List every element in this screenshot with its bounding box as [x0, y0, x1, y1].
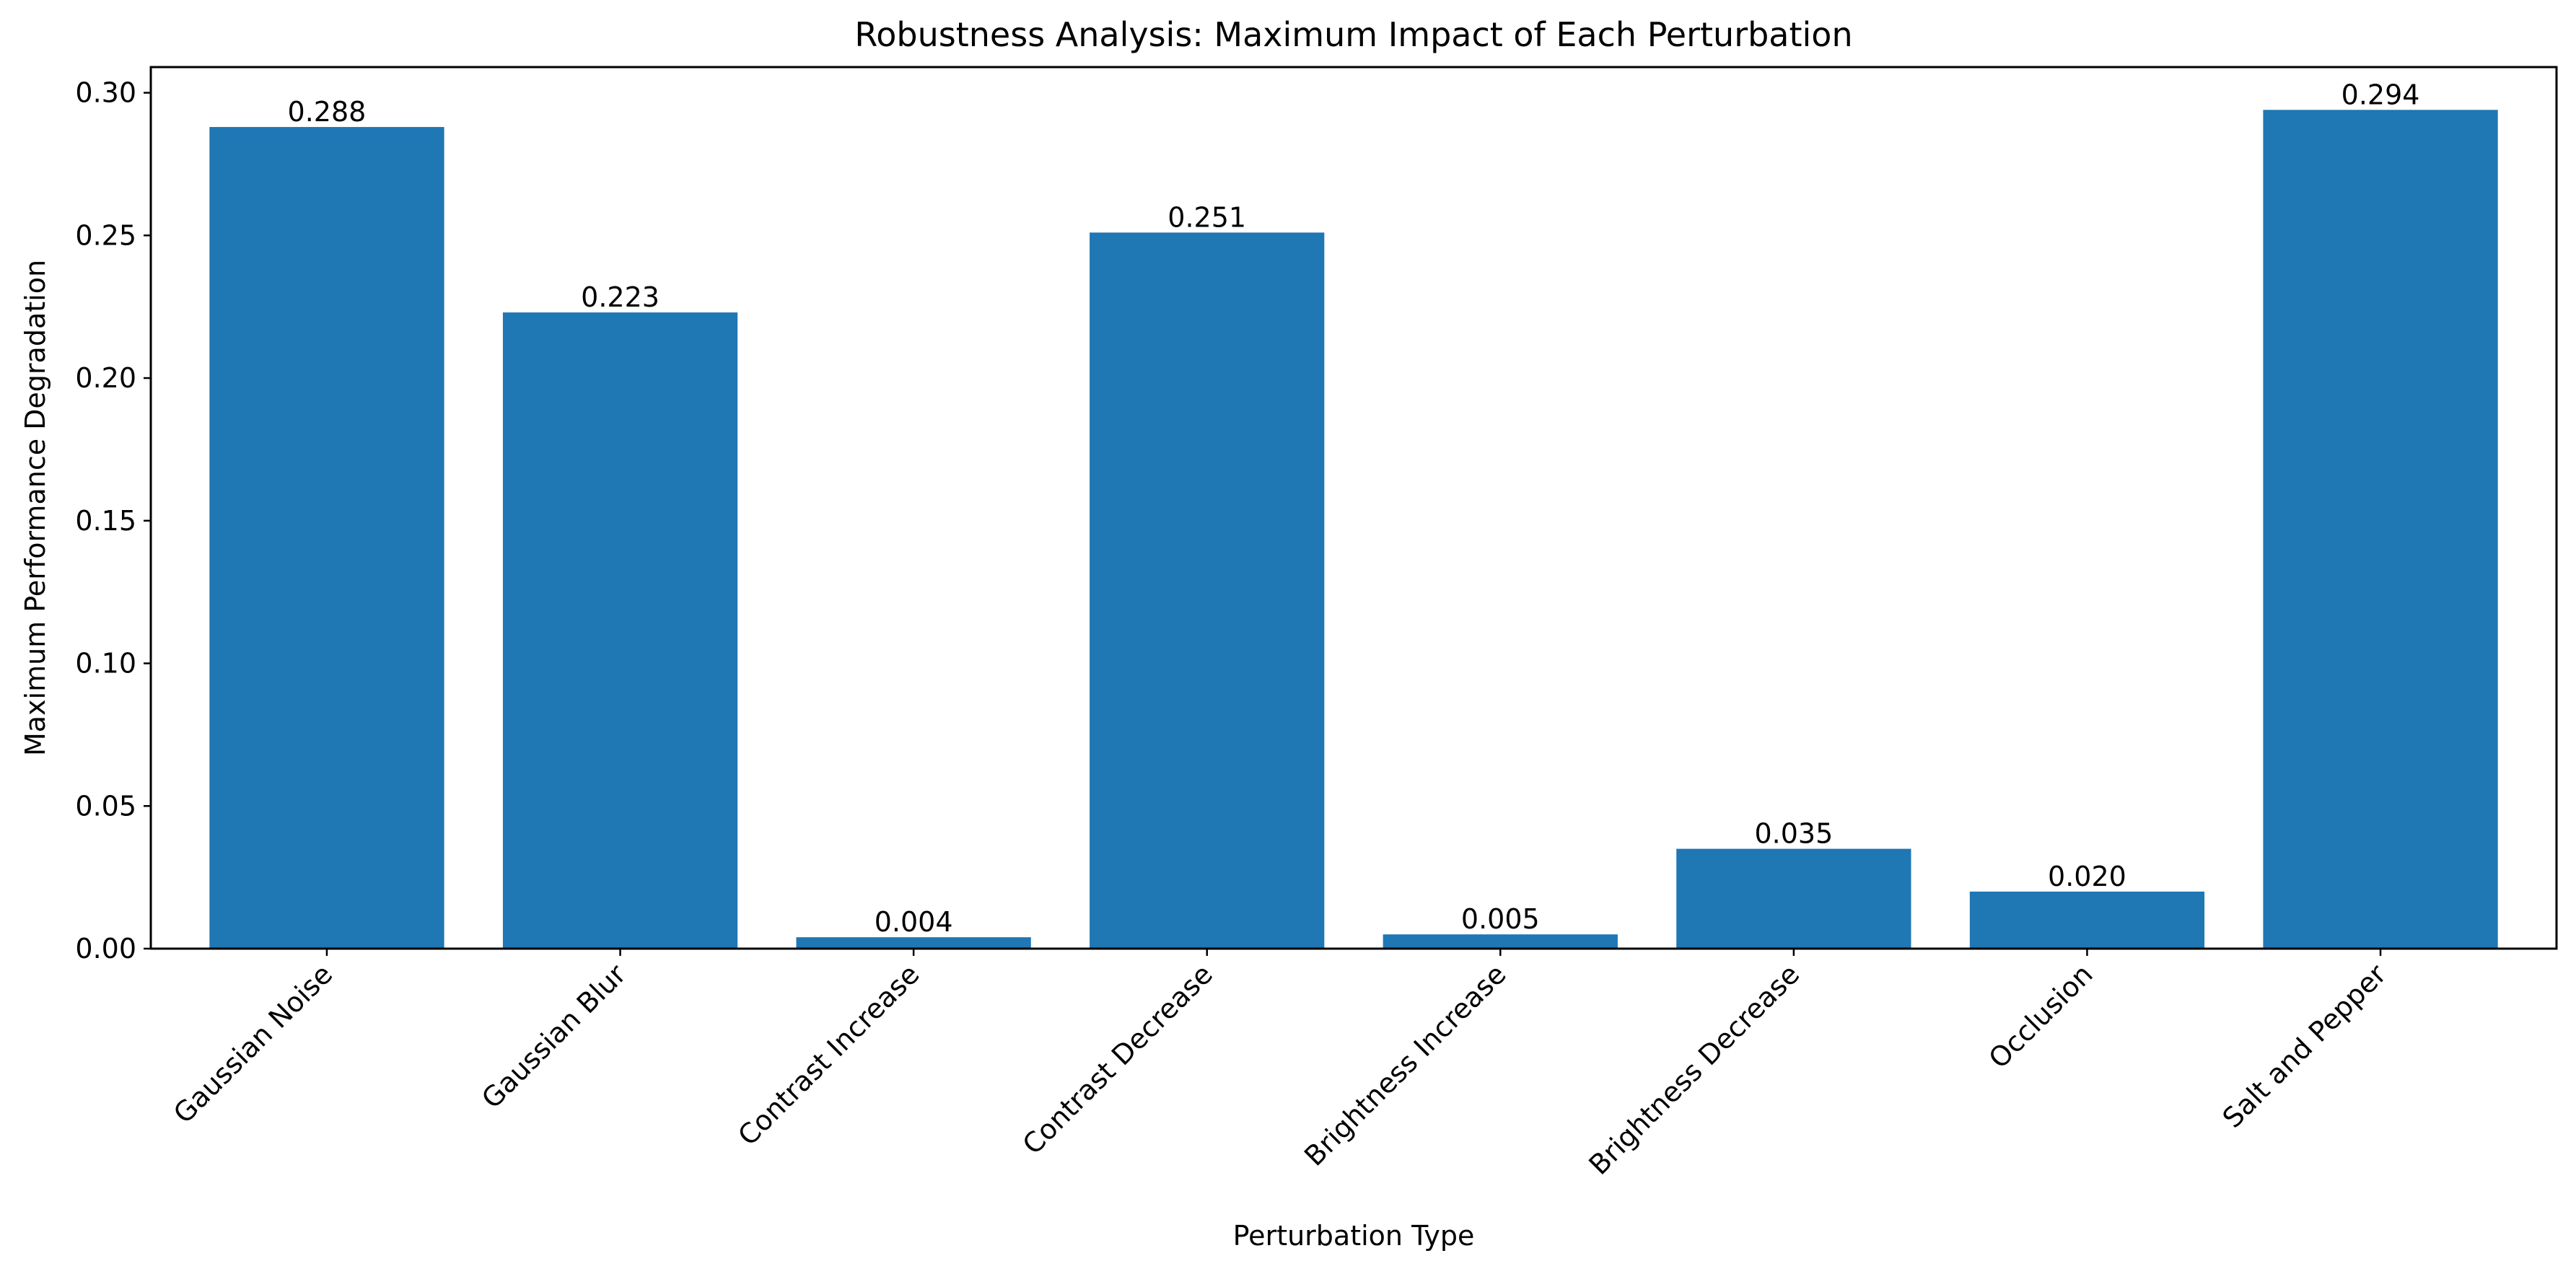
bar-6	[1969, 891, 2205, 949]
y-axis-ticks: 0.00 0.05 0.10 0.15 0.20 0.25 0.30	[75, 77, 151, 965]
bar-2	[796, 937, 1031, 949]
y-tick-label-5: 0.25	[75, 219, 136, 251]
bar-value-label-5: 0.035	[1754, 818, 1833, 850]
y-axis-label: Maximum Performance Degradation	[19, 260, 51, 756]
y-tick-label-0: 0.00	[75, 933, 136, 965]
bar-0	[209, 127, 444, 949]
chart-title: Robustness Analysis: Maximum Impact of E…	[854, 15, 1852, 54]
bar-value-label-1: 0.223	[581, 281, 660, 313]
bar-value-label-2: 0.004	[875, 906, 953, 938]
bar-value-label-4: 0.005	[1461, 903, 1540, 935]
y-tick-label-3: 0.15	[75, 505, 136, 537]
bar-value-label-6: 0.020	[2048, 861, 2126, 892]
bar-value-label-7: 0.294	[2341, 79, 2420, 110]
bar-value-label-0: 0.288	[288, 96, 367, 128]
bar-4	[1383, 934, 1618, 949]
bar-3	[1090, 232, 1325, 949]
y-tick-label-6: 0.30	[75, 77, 136, 109]
bars-group	[209, 110, 2498, 949]
bar-value-label-3: 0.251	[1167, 201, 1246, 233]
x-axis-label: Perturbation Type	[1233, 1220, 1475, 1252]
y-tick-label-1: 0.05	[75, 790, 136, 822]
data-labels-group: 0.288 0.223 0.004 0.251 0.005 0.035 0.020 0.294	[288, 79, 2420, 938]
y-tick-label-2: 0.10	[75, 648, 136, 680]
bar-1	[502, 312, 738, 949]
bar-7	[2263, 110, 2498, 949]
axes-frame	[149, 66, 2558, 950]
y-tick-label-4: 0.20	[75, 362, 136, 394]
bar-5	[1676, 848, 1911, 949]
